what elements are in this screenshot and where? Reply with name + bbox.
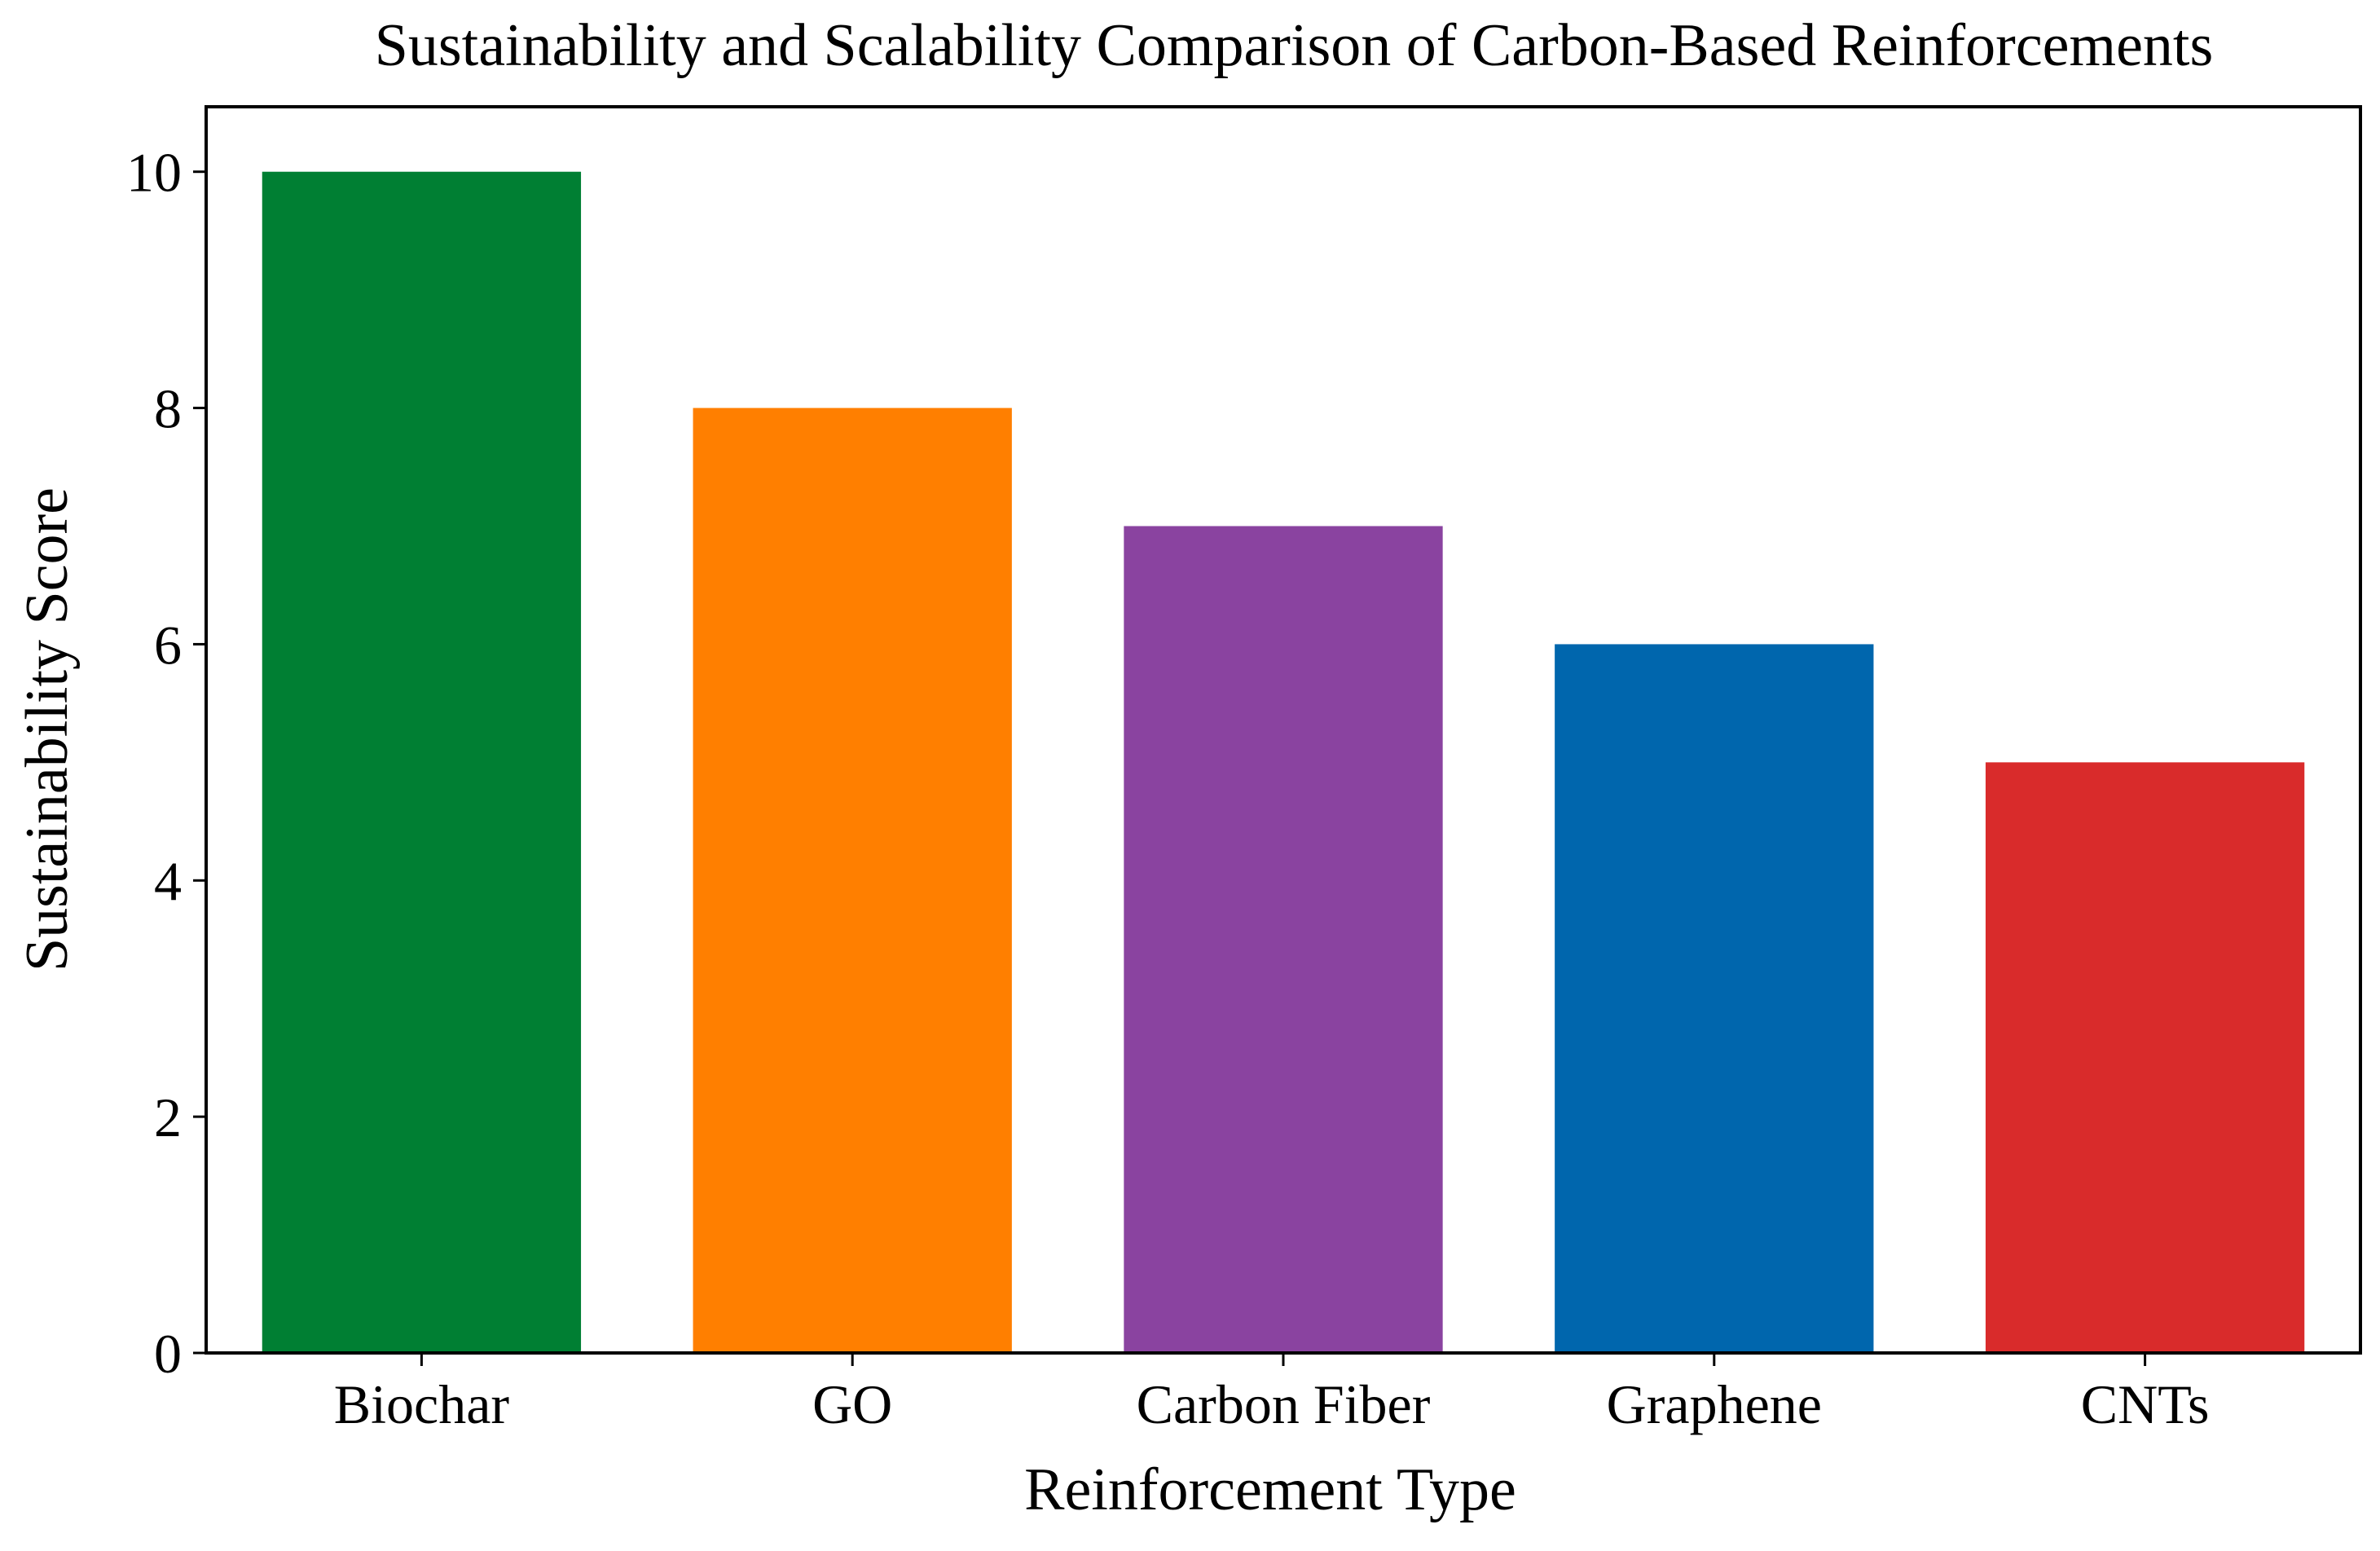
x-tick-label: Biochar — [334, 1373, 510, 1435]
x-axis-label: Reinforcement Type — [1024, 1456, 1516, 1523]
x-tick-label: GO — [812, 1373, 892, 1435]
bars-group — [262, 171, 2305, 1353]
bar-graphene — [1555, 644, 1874, 1353]
bar-carbon-fiber — [1124, 526, 1443, 1353]
y-tick-label: 4 — [154, 850, 182, 912]
y-tick-label: 10 — [126, 142, 182, 204]
bar-cnts — [1985, 762, 2305, 1353]
chart-title: Sustainability and Scalability Compariso… — [375, 12, 2214, 79]
bar-biochar — [262, 171, 582, 1353]
y-tick-label: 8 — [154, 378, 182, 440]
y-axis-label: Sustainability Score — [14, 487, 81, 972]
y-tick-label: 2 — [154, 1086, 182, 1148]
x-tick-label: Graphene — [1607, 1373, 1822, 1435]
bar-go — [693, 408, 1012, 1353]
y-axis-ticks: 0 2 4 6 8 10 — [126, 142, 206, 1385]
x-tick-label: Carbon Fiber — [1137, 1373, 1431, 1435]
y-tick-label: 6 — [154, 614, 182, 676]
x-tick-label: CNTs — [2081, 1373, 2210, 1435]
x-axis-ticks: Biochar GO Carbon Fiber Graphene CNTs — [334, 1353, 2210, 1435]
plot-area-frame — [205, 105, 2362, 1355]
y-tick-label: 0 — [154, 1323, 182, 1385]
